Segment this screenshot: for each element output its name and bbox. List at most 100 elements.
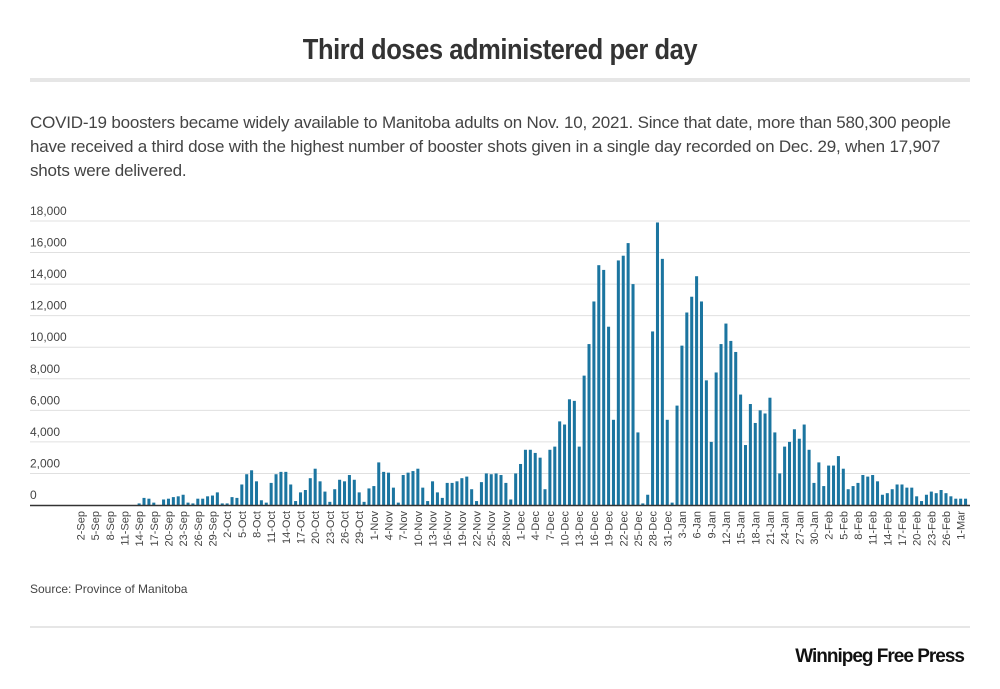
bar xyxy=(964,498,968,505)
bar xyxy=(245,474,249,505)
bar xyxy=(284,471,288,505)
x-tick-label: 24-Jan xyxy=(780,511,792,545)
bar xyxy=(274,474,278,505)
bar xyxy=(841,468,845,505)
x-tick-label: 14-Sep xyxy=(134,511,146,546)
bar xyxy=(900,484,904,505)
y-tick-label: 4,000 xyxy=(30,425,60,439)
bar xyxy=(318,481,322,505)
bar xyxy=(548,449,552,505)
x-tick-label: 22-Dec xyxy=(618,511,630,547)
bar xyxy=(435,492,439,505)
x-tick-label: 21-Jan xyxy=(765,511,777,545)
bar xyxy=(636,432,640,505)
bar xyxy=(675,405,679,505)
bar xyxy=(147,498,151,505)
bar xyxy=(563,424,567,505)
bar xyxy=(724,323,728,505)
bar xyxy=(866,476,870,505)
chart-description: COVID-19 boosters became widely availabl… xyxy=(30,113,951,180)
bar xyxy=(924,494,928,505)
bar xyxy=(788,441,792,505)
x-tick-label: 9-Jan xyxy=(706,511,718,539)
y-tick-label: 0 xyxy=(30,488,37,502)
bar xyxy=(729,340,733,505)
bar xyxy=(954,498,958,505)
bar xyxy=(748,404,752,505)
bar xyxy=(162,499,166,505)
bar xyxy=(333,489,337,505)
x-tick-label: 14-Feb xyxy=(882,511,894,546)
bar xyxy=(416,468,420,505)
x-tick-label: 28-Dec xyxy=(648,511,660,547)
bar xyxy=(210,495,214,505)
bar xyxy=(396,502,400,505)
bar xyxy=(660,258,664,505)
bar xyxy=(328,501,332,505)
bar xyxy=(250,470,254,505)
bar xyxy=(709,441,713,505)
bar xyxy=(494,473,498,505)
gridlines xyxy=(30,220,970,474)
bar xyxy=(181,494,185,505)
x-tick-label: 19-Dec xyxy=(604,511,616,547)
y-tick-label: 10,000 xyxy=(30,330,67,344)
bar xyxy=(338,479,342,505)
bar xyxy=(254,481,258,505)
bar xyxy=(382,471,386,505)
bar xyxy=(592,301,596,505)
y-tick-label: 2,000 xyxy=(30,456,60,470)
bar xyxy=(651,331,655,505)
x-tick-label: 5-Oct xyxy=(237,511,249,538)
bar xyxy=(846,489,850,505)
bar xyxy=(915,496,919,505)
x-tick-label: 2-Feb xyxy=(824,511,836,540)
bar xyxy=(489,474,493,505)
bar xyxy=(553,446,557,505)
bar xyxy=(230,497,234,505)
bar xyxy=(934,493,938,505)
x-tick-label: 10-Nov xyxy=(413,511,425,547)
bar xyxy=(822,486,826,505)
bar xyxy=(851,486,855,505)
x-tick-label: 23-Sep xyxy=(178,511,190,546)
bar xyxy=(323,491,327,505)
x-tick-label: 20-Feb xyxy=(912,511,924,546)
x-tick-label: 5-Feb xyxy=(838,511,850,540)
x-tick-label: 17-Oct xyxy=(296,511,308,544)
x-tick-label: 15-Jan xyxy=(736,511,748,545)
bar xyxy=(607,326,611,505)
bar xyxy=(499,475,503,505)
bar xyxy=(685,312,689,505)
bar xyxy=(959,498,963,505)
y-tick-label: 18,000 xyxy=(30,204,67,218)
bar xyxy=(220,503,224,505)
bar xyxy=(597,265,601,505)
bar xyxy=(949,496,953,505)
bar xyxy=(426,501,430,505)
bar xyxy=(538,457,542,505)
x-tick-label: 31-Dec xyxy=(662,511,674,547)
x-tick-label: 29-Oct xyxy=(354,511,366,544)
bar xyxy=(876,481,880,505)
bar xyxy=(431,481,435,505)
y-tick-label: 14,000 xyxy=(30,267,67,281)
x-tick-label: 17-Feb xyxy=(897,511,909,546)
bar xyxy=(352,479,356,505)
x-tick-label: 2-Oct xyxy=(222,511,234,538)
bar xyxy=(910,487,914,505)
bar xyxy=(294,501,298,505)
x-tick-label: 12-Jan xyxy=(721,511,733,545)
bar xyxy=(475,501,479,505)
x-tick-label: 1-Dec xyxy=(516,511,528,541)
bar xyxy=(308,478,312,505)
bar xyxy=(861,475,865,505)
bar xyxy=(303,490,307,505)
bar xyxy=(587,344,591,505)
bar xyxy=(240,484,244,505)
bar xyxy=(773,432,777,505)
bar xyxy=(929,491,933,505)
bar xyxy=(235,497,239,505)
x-tick-label: 25-Nov xyxy=(486,511,498,547)
bar xyxy=(377,462,381,505)
